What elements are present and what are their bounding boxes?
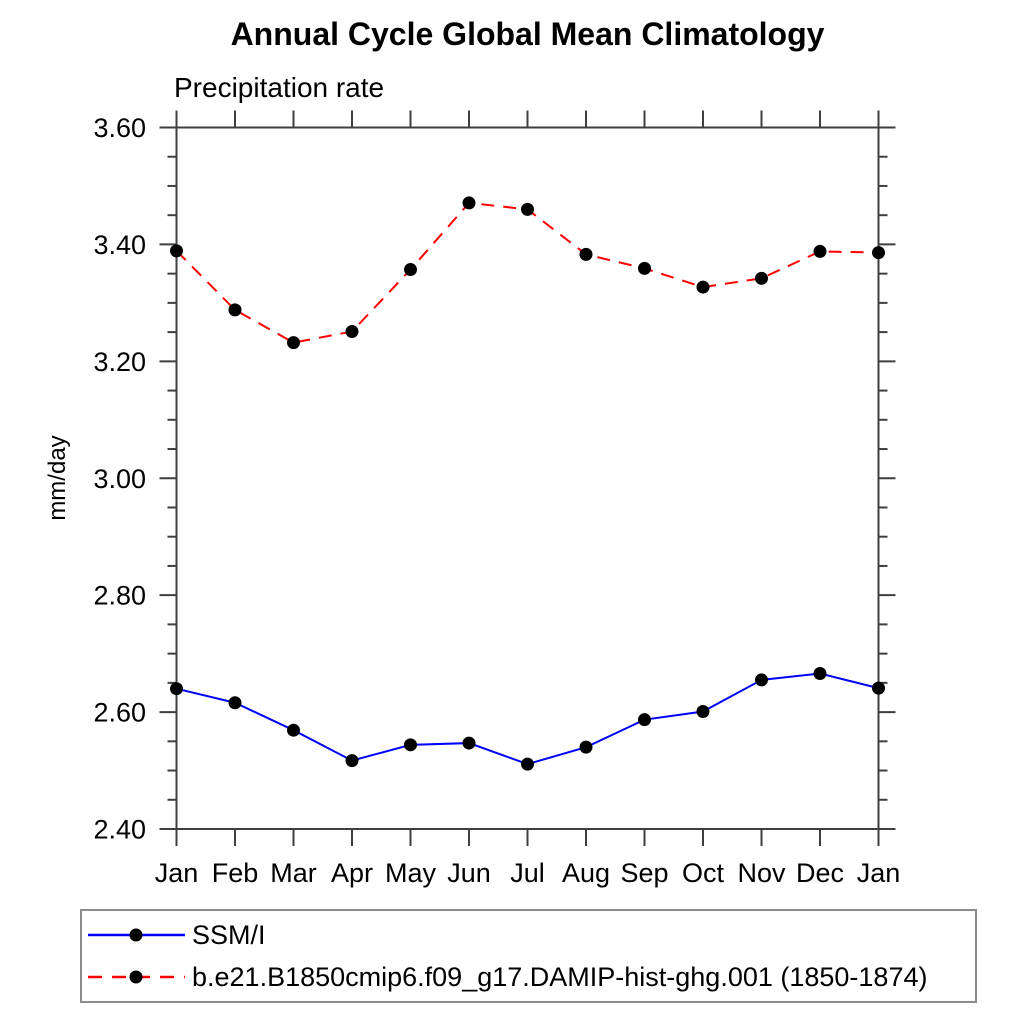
- data-point-marker: [287, 336, 300, 350]
- data-point-marker: [228, 696, 242, 710]
- data-point-marker: [228, 303, 242, 317]
- chart-subtitle: Precipitation rate: [174, 72, 385, 103]
- legend-item-ssmi: SSM/I: [82, 914, 975, 956]
- data-point-marker: [579, 740, 593, 754]
- data-point-marker: [462, 736, 476, 750]
- y-axis-tick-label: 2.80: [93, 581, 146, 611]
- data-point-marker: [345, 754, 359, 768]
- data-point-marker: [345, 325, 359, 339]
- data-point-marker: [755, 673, 768, 687]
- y-axis-tick-label: 3.00: [93, 464, 146, 494]
- x-axis-tick-label: Oct: [682, 858, 725, 888]
- legend-label-model: b.e21.B1850cmip6.f09_g17.DAMIP-hist-ghg.…: [192, 961, 928, 992]
- data-point-marker: [404, 263, 417, 277]
- legend-line-sample-model: [88, 970, 185, 984]
- data-point-marker: [287, 723, 300, 737]
- data-point-marker: [579, 247, 593, 261]
- legend-marker-icon: [129, 928, 143, 942]
- data-point-marker: [170, 682, 183, 696]
- data-point-marker: [696, 704, 710, 718]
- data-point-marker: [404, 738, 417, 752]
- legend-line-sample-ssmi: [88, 928, 185, 942]
- legend-marker-icon: [129, 970, 143, 984]
- data-point-marker: [872, 246, 885, 260]
- data-point-marker: [813, 244, 827, 258]
- y-axis-tick-label: 2.40: [93, 815, 146, 845]
- data-point-marker: [462, 196, 476, 210]
- series-line-1: [175, 201, 879, 344]
- x-axis-tick-label: Dec: [796, 858, 844, 888]
- y-axis-tick-label: 2.60: [93, 698, 146, 728]
- x-axis-tick-label: Jan: [857, 858, 901, 888]
- x-axis-tick-label: Nov: [737, 858, 786, 888]
- data-point-marker: [638, 261, 651, 275]
- x-axis-tick-label: Apr: [331, 858, 373, 888]
- x-axis-tick-label: Jul: [510, 858, 545, 888]
- x-axis-tick-label: Sep: [620, 858, 668, 888]
- y-axis-tick-label: 3.40: [93, 230, 146, 260]
- data-point-marker: [696, 280, 710, 294]
- data-point-marker: [872, 681, 885, 695]
- plot-frame: [175, 126, 880, 830]
- x-axis-tick-label: Jun: [447, 858, 491, 888]
- data-point-marker: [521, 757, 534, 771]
- x-axis-tick-label: Feb: [212, 858, 259, 888]
- data-point-marker: [170, 244, 183, 258]
- chart-title: Annual Cycle Global Mean Climatology: [230, 16, 825, 52]
- data-point-marker: [521, 202, 534, 216]
- legend-box: SSM/I b.e21.B1850cmip6.f09_g17.DAMIP-his…: [80, 909, 977, 1003]
- x-axis-tick-label: Jan: [155, 858, 199, 888]
- data-point-marker: [813, 667, 827, 681]
- series-line-0: [176, 672, 879, 766]
- x-axis-tick-label: Mar: [270, 858, 317, 888]
- legend-item-model: b.e21.B1850cmip6.f09_g17.DAMIP-hist-ghg.…: [82, 956, 975, 998]
- legend-label-ssmi: SSM/I: [192, 919, 266, 950]
- data-point-marker: [638, 713, 651, 727]
- y-axis-tick-label: 3.20: [93, 347, 146, 377]
- x-axis-tick-label: Aug: [562, 858, 610, 888]
- data-point-marker: [755, 271, 768, 285]
- y-axis-tick-label: 3.60: [93, 113, 146, 143]
- x-axis-tick-label: May: [385, 858, 437, 888]
